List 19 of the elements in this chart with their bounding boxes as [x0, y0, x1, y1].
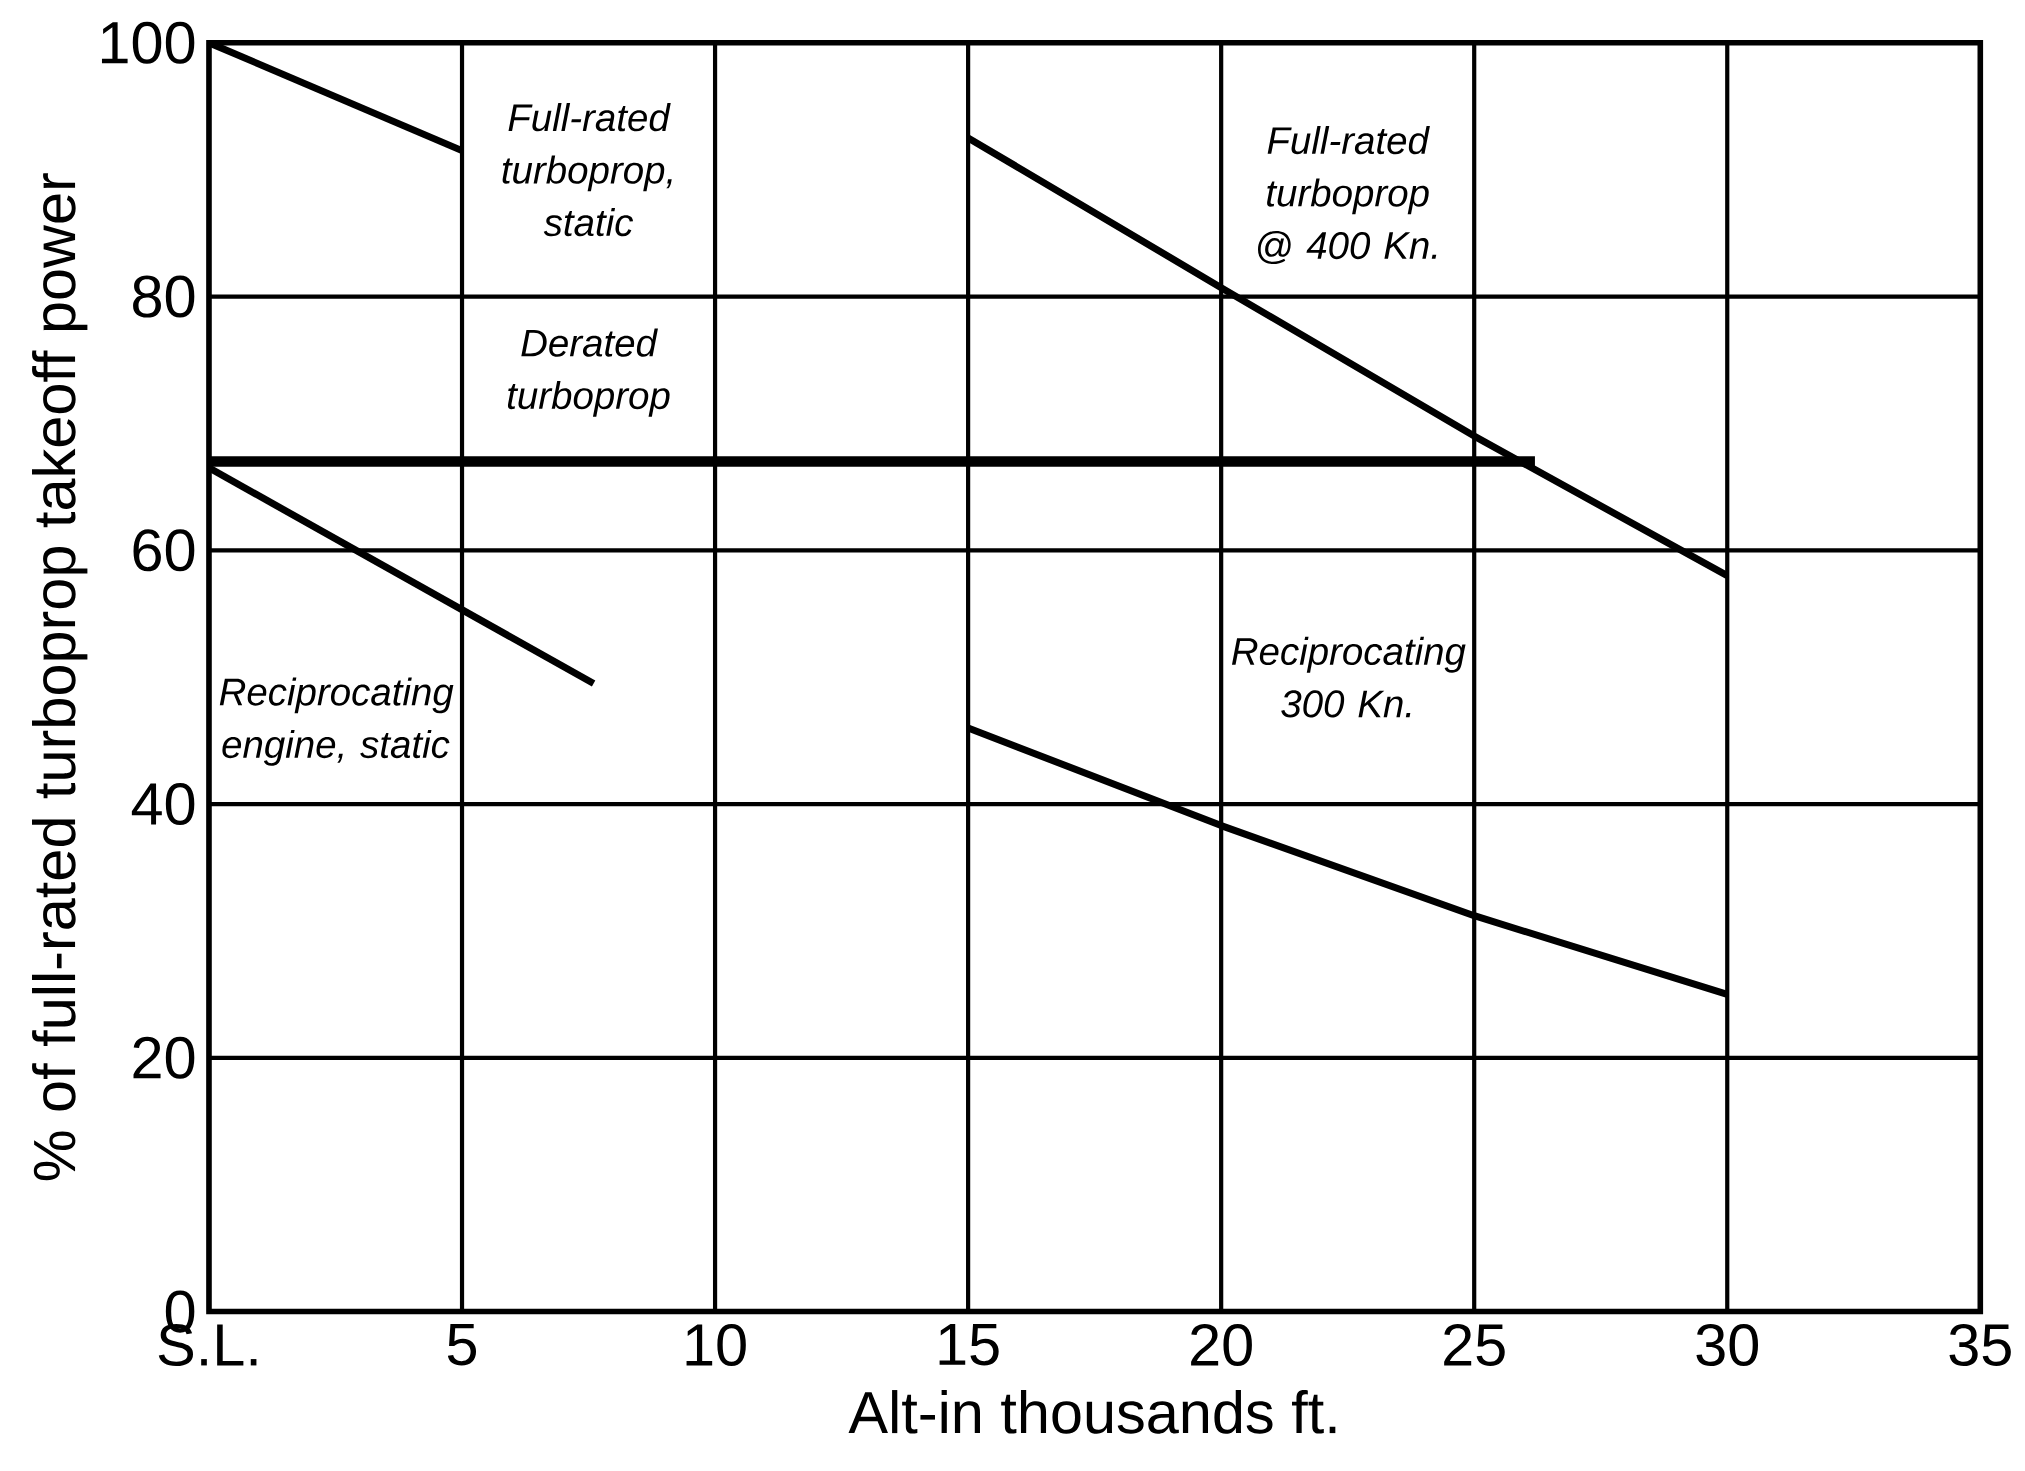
- x-tick-label: 25: [1444, 1324, 1505, 1367]
- y-tick-label: 60: [133, 529, 195, 572]
- x-tick-label: 30: [1696, 1324, 1759, 1367]
- y-tick-label: 80: [133, 275, 195, 318]
- text: Reciprocating 300 Kn.: [1231, 636, 1466, 718]
- x-axis-title: Alt-in thousands ft.: [848, 1390, 1336, 1434]
- x-tick-label: 5: [447, 1324, 477, 1366]
- x-tick-label: 10: [686, 1324, 746, 1367]
- y-tick-label: 100: [101, 21, 195, 64]
- series-label: Derated turboprop: [507, 328, 670, 417]
- x-tick-label: 20: [1191, 1324, 1252, 1367]
- series-label: Reciprocating engine, static: [219, 677, 454, 766]
- series-label: Full-rated turboprop @ 400 Kn.: [1257, 126, 1437, 265]
- y-axis-title: % of full-rated turboprop takeoff power: [32, 173, 88, 1181]
- x-tick-label: 35: [1949, 1324, 2011, 1367]
- series-label: Full-rated turboprop, static: [502, 103, 672, 237]
- x-tick-label: 15: [939, 1324, 999, 1366]
- y-tick-label: 20: [133, 1036, 195, 1079]
- y-tick-label: 40: [131, 783, 195, 826]
